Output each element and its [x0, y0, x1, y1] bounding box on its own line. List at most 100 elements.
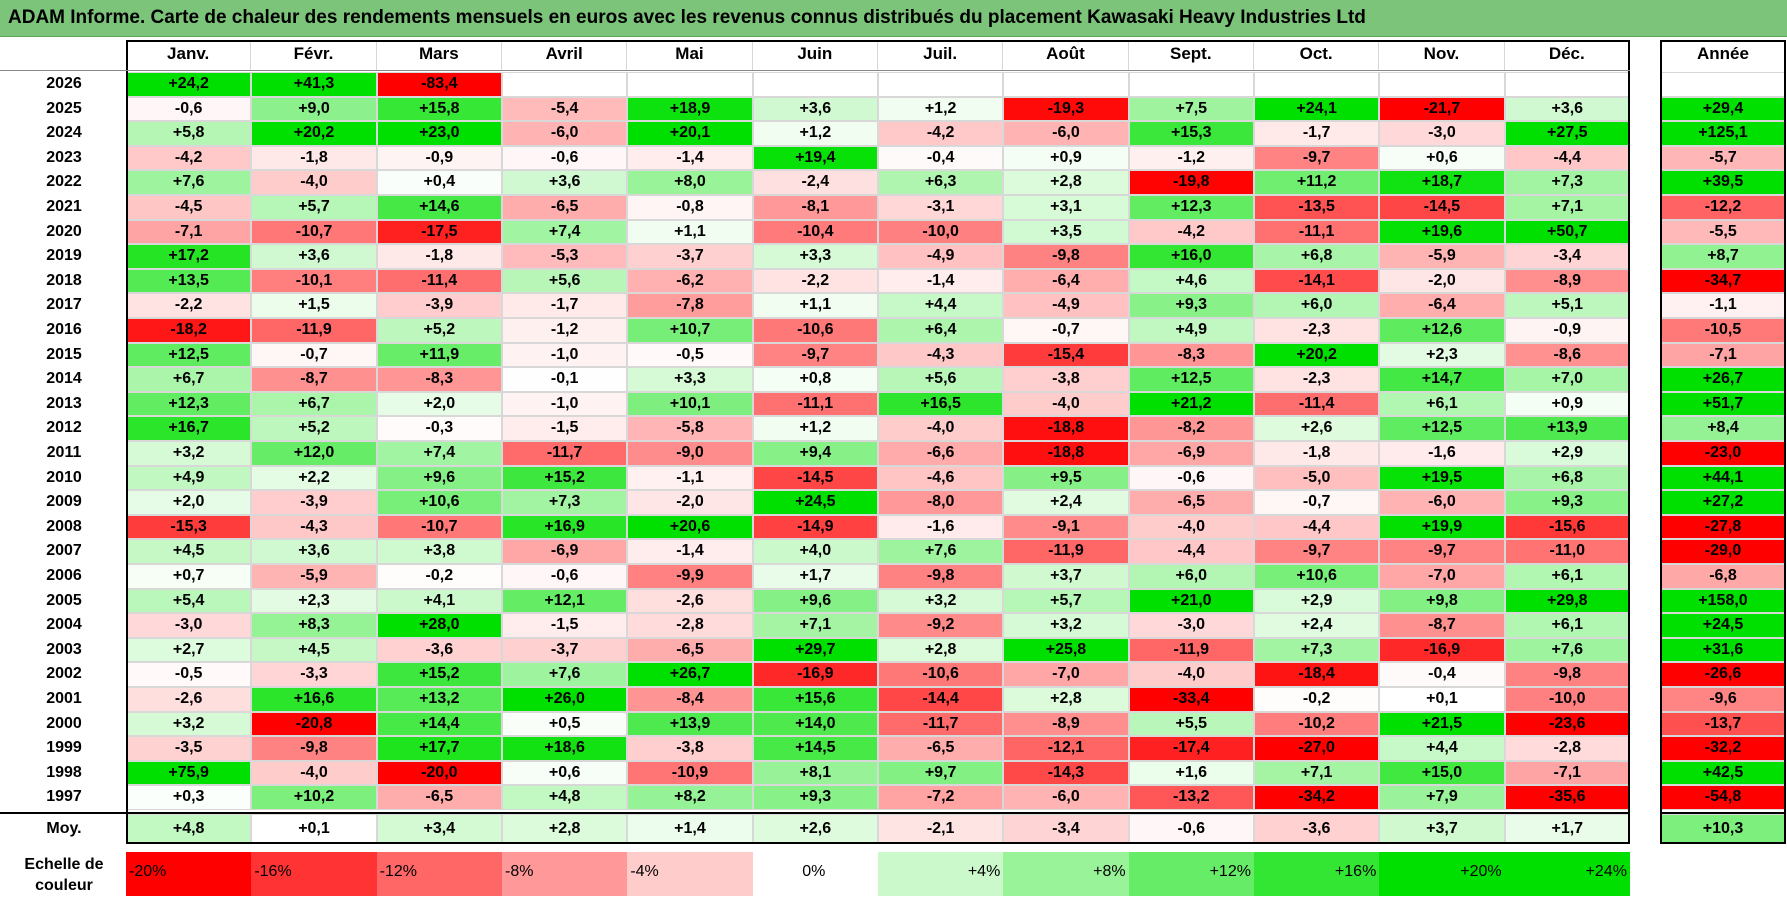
- year-label: 1999: [46, 739, 82, 757]
- heatmap-cell: +50,7: [1504, 219, 1630, 245]
- annual-cell: -7,1: [1660, 342, 1786, 368]
- heatmap-cell: -8,7: [251, 367, 377, 392]
- title-bar: ADAM Informe. Carte de chaleur des rende…: [0, 0, 1787, 37]
- heatmap-cell: +3,6: [251, 244, 377, 269]
- heatmap-cell: -8,3: [1128, 342, 1254, 368]
- heatmap-cell: -1,4: [627, 539, 753, 564]
- heatmap-cell: +2,8: [1003, 170, 1129, 195]
- heatmap-cell: -35,6: [1504, 785, 1630, 810]
- color-scale-stop: +4%: [877, 852, 1004, 896]
- heatmap-cell: +12,6: [1379, 318, 1505, 343]
- heatmap-cell: +27,5: [1504, 121, 1630, 146]
- heatmap-cell: -0,4: [877, 145, 1004, 171]
- year-label: 2013: [46, 394, 82, 412]
- heatmap-cell: +3,7: [1003, 564, 1129, 589]
- heatmap-cell: -0,5: [126, 662, 252, 687]
- annual-cell: +39,5: [1660, 170, 1786, 195]
- heatmap-cell: +7,5: [1128, 96, 1254, 122]
- annual-cell: +42,5: [1660, 760, 1786, 786]
- heatmap-cell: +7,4: [376, 441, 502, 466]
- heatmap-cell: +2,3: [1379, 342, 1505, 368]
- heatmap-cell: -4,0: [1128, 662, 1254, 687]
- color-scale-stop: -20%: [126, 852, 252, 896]
- heatmap-cell: +0,9: [1504, 391, 1630, 417]
- heatmap-cell: +7,3: [1253, 637, 1380, 663]
- month-header: Mars: [377, 40, 502, 70]
- heatmap-cell: +1,1: [627, 219, 753, 245]
- heatmap-cell: +2,7: [126, 637, 252, 663]
- year-label: 2025: [46, 99, 82, 117]
- heatmap-cell: +12,3: [1128, 195, 1254, 220]
- year-label: 2007: [46, 542, 82, 560]
- heatmap-cell: -1,2: [1128, 145, 1254, 171]
- heatmap-cell: -0,6: [126, 96, 252, 122]
- heatmap-cell: +7,4: [501, 219, 628, 245]
- heatmap-cell: -7,1: [126, 219, 252, 245]
- year-label: 2020: [46, 222, 82, 240]
- heatmap-cell: +12,5: [1128, 367, 1254, 392]
- heatmap-cell: -3,0: [1379, 121, 1505, 146]
- heatmap-cell: +21,0: [1128, 588, 1254, 614]
- heatmap-cell: +1,6: [1128, 760, 1254, 786]
- annual-cell: +26,7: [1660, 367, 1786, 392]
- heatmap-cell: -0,7: [1003, 318, 1129, 343]
- annual-cell: -6,8: [1660, 564, 1786, 589]
- annual-cell: +8,7: [1660, 244, 1786, 269]
- year-label: 2018: [46, 271, 82, 289]
- heatmap-cell: +24,5: [752, 490, 878, 515]
- month-header: Août: [1003, 40, 1129, 70]
- heatmap-cell: -10,2: [1253, 711, 1380, 737]
- heatmap-cell: -0,3: [376, 416, 502, 441]
- color-scale-stop: +20%: [1379, 852, 1505, 896]
- heatmap-cell: +9,6: [752, 588, 878, 614]
- color-scale-label-line1: Echelle de: [24, 856, 104, 873]
- heatmap-cell: +4,4: [877, 293, 1004, 318]
- heatmap-cell: +18,9: [627, 96, 753, 122]
- heatmap-cell: +21,5: [1379, 711, 1505, 737]
- heatmap-cell: +18,7: [1379, 170, 1505, 195]
- heatmap-cell: +9,6: [376, 465, 502, 491]
- heatmap-cell: -4,9: [877, 244, 1004, 269]
- heatmap-cell: +19,5: [1379, 465, 1505, 491]
- chart-title: ADAM Informe. Carte de chaleur des rende…: [8, 7, 1366, 28]
- heatmap-cell: [1504, 72, 1630, 97]
- heatmap-cell: -3,1: [877, 195, 1004, 220]
- heatmap-cell: +9,7: [877, 760, 1004, 786]
- heatmap-cell: -6,2: [627, 268, 753, 294]
- heatmap-cell: -11,1: [752, 391, 878, 417]
- heatmap-cell: [877, 72, 1004, 97]
- heatmap-cell: -12,1: [1003, 736, 1129, 761]
- heatmap-cell: -11,7: [501, 441, 628, 466]
- annual-cell: -13,7: [1660, 711, 1786, 737]
- heatmap-cell: +15,0: [1379, 760, 1505, 786]
- header-divider: [0, 70, 1630, 71]
- heatmap-cell: +15,2: [376, 662, 502, 687]
- year-label: 1997: [46, 788, 82, 806]
- heatmap-cell: -8,3: [376, 367, 502, 392]
- heatmap-cell: +11,9: [376, 342, 502, 368]
- heatmap-cell: -1,4: [877, 268, 1004, 294]
- heatmap-cell: -5,9: [1379, 244, 1505, 269]
- year-label: 2001: [46, 690, 82, 707]
- heatmap-cell: -9,8: [1003, 244, 1129, 269]
- month-header: Sept.: [1129, 40, 1254, 70]
- heatmap-cell: +8,0: [627, 170, 753, 195]
- heatmap-cell: -20,8: [251, 711, 377, 737]
- heatmap-cell: -9,0: [627, 441, 753, 466]
- heatmap-cell: -9,2: [877, 613, 1004, 638]
- heatmap-cell: -6,0: [1003, 785, 1129, 810]
- heatmap-cell: +0,3: [126, 785, 252, 810]
- heatmap-cell: +20,2: [1253, 342, 1380, 368]
- annual-cell: +8,4: [1660, 416, 1786, 441]
- heatmap-cell: -5,4: [501, 96, 628, 122]
- heatmap-cell: +6,0: [1253, 293, 1380, 318]
- heatmap-cell: +7,6: [126, 170, 252, 195]
- heatmap-cell: -16,9: [752, 662, 878, 687]
- month-header: Nov.: [1379, 40, 1505, 70]
- average-cell: -3,4: [1003, 814, 1129, 844]
- heatmap-cell: -6,5: [877, 736, 1004, 761]
- heatmap-cell: +3,5: [1003, 219, 1129, 245]
- heatmap-cell: +28,0: [376, 613, 502, 638]
- heatmap-cell: +1,7: [752, 564, 878, 589]
- heatmap-cell: -5,0: [1253, 465, 1380, 491]
